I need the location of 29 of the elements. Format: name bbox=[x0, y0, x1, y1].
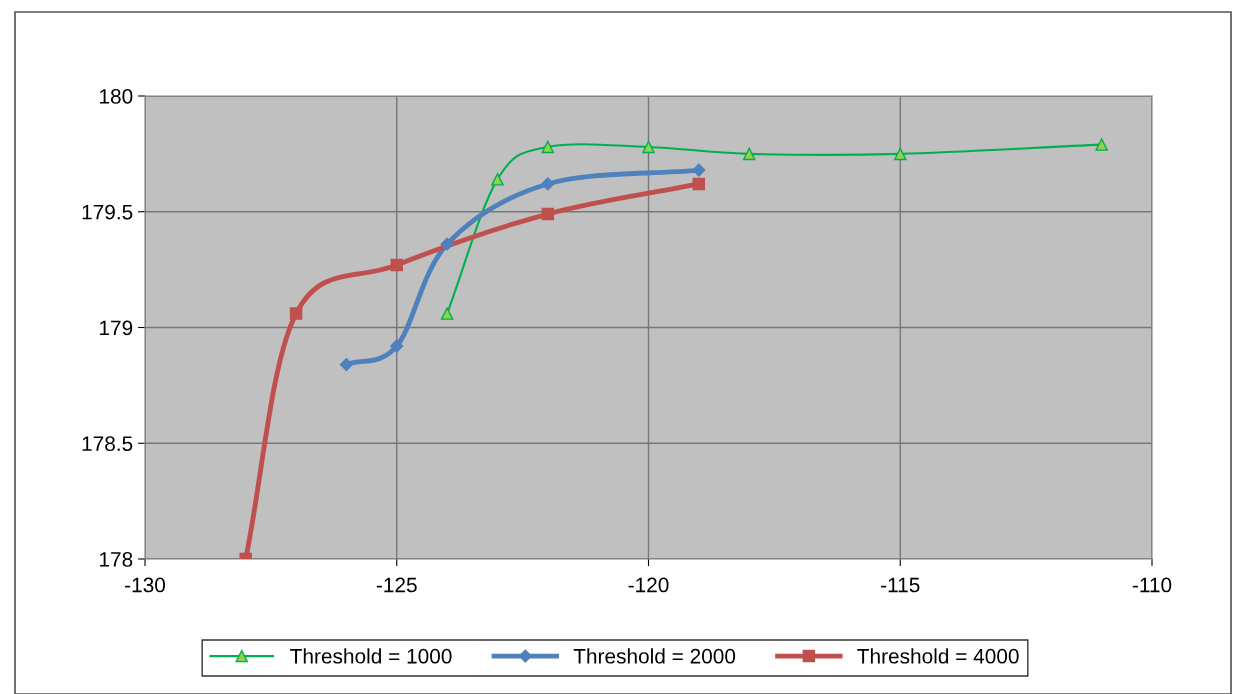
point bbox=[642, 140, 655, 154]
point bbox=[541, 207, 555, 221]
point bbox=[692, 163, 706, 177]
point bbox=[893, 147, 907, 161]
point bbox=[390, 339, 404, 353]
point bbox=[440, 307, 454, 320]
x-tick-label: -120 bbox=[628, 577, 669, 593]
y-tick-label: 178 bbox=[100, 552, 133, 567]
x-tick-label: -130 bbox=[125, 577, 166, 593]
y-tick-label: 180 bbox=[100, 89, 133, 104]
point bbox=[742, 147, 756, 161]
point bbox=[1095, 138, 1108, 151]
point bbox=[390, 258, 404, 272]
point bbox=[541, 140, 555, 154]
point bbox=[440, 237, 454, 251]
point bbox=[491, 173, 504, 186]
legend-label: Threshold = 4000 bbox=[857, 648, 1019, 664]
point bbox=[541, 177, 555, 191]
y-tick-label: 178.5 bbox=[82, 436, 133, 451]
legend-label: Threshold = 1000 bbox=[290, 648, 452, 664]
x-tick-label: -125 bbox=[376, 577, 417, 593]
point bbox=[339, 357, 353, 372]
legend-label: Threshold = 2000 bbox=[573, 648, 736, 664]
point bbox=[692, 177, 706, 191]
y-tick-label: 179 bbox=[100, 320, 133, 336]
y-tick-label: 179.5 bbox=[82, 204, 133, 220]
x-tick-label: -110 bbox=[1132, 577, 1172, 593]
x-tick-label: -115 bbox=[881, 577, 920, 593]
point bbox=[289, 307, 303, 320]
